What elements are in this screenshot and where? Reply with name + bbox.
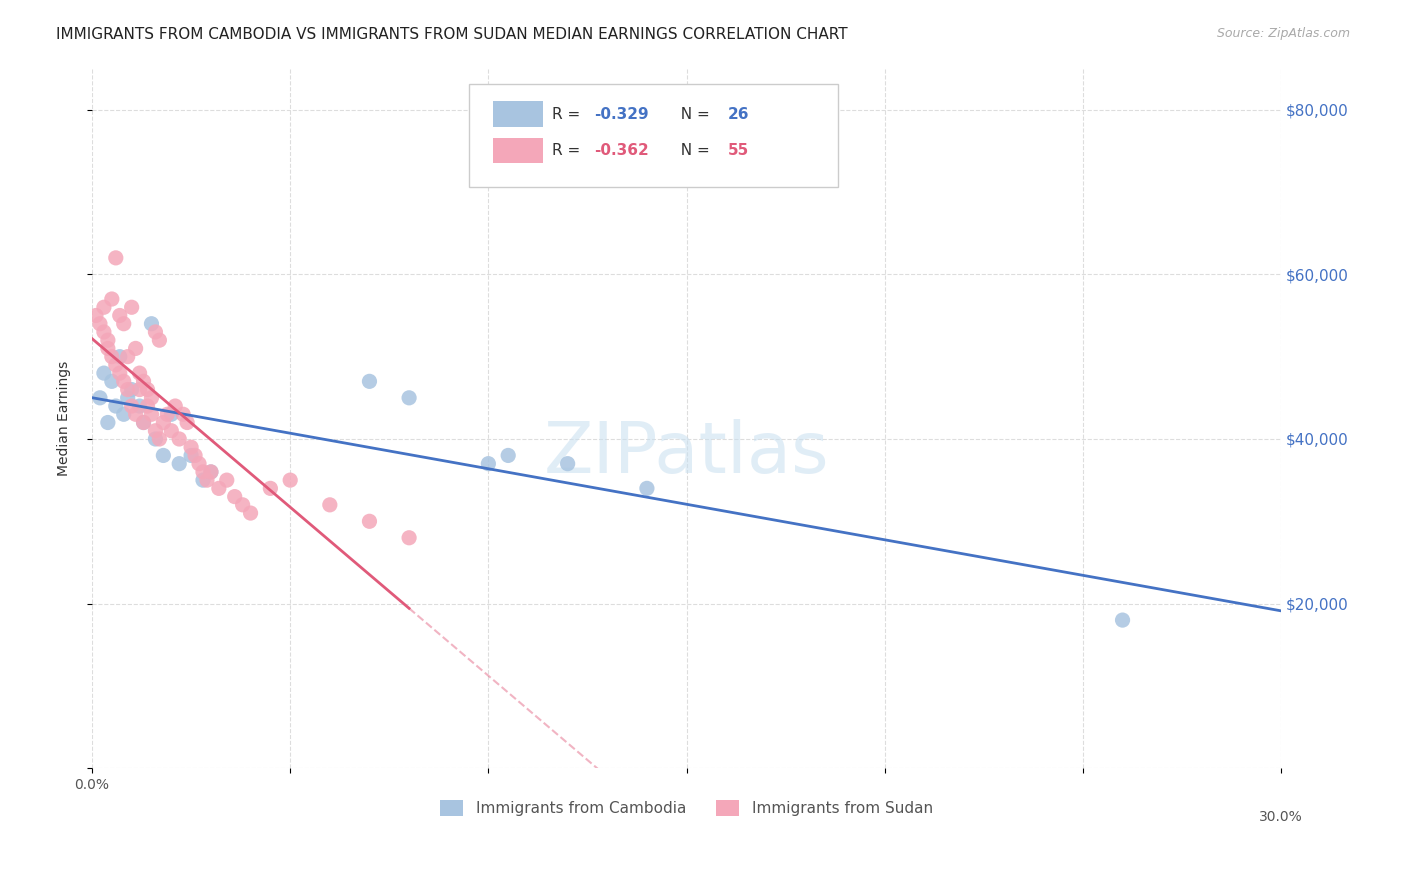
FancyBboxPatch shape [492,102,543,127]
Y-axis label: Median Earnings: Median Earnings [58,360,72,476]
Point [136,399,159,413]
Point [84,309,107,323]
Point [167,457,190,471]
Point [167,432,190,446]
Point [132,375,155,389]
Point [104,251,127,265]
Text: IMMIGRANTS FROM CAMBODIA VS IMMIGRANTS FROM SUDAN MEDIAN EARNINGS CORRELATION CH: IMMIGRANTS FROM CAMBODIA VS IMMIGRANTS F… [56,27,848,42]
Text: N =: N = [671,143,714,158]
Point [359,514,381,528]
Point [148,333,170,347]
Point [101,375,124,389]
Point [104,358,127,372]
Point [160,424,183,438]
Text: -0.362: -0.362 [593,143,648,158]
Legend: Immigrants from Cambodia, Immigrants from Sudan: Immigrants from Cambodia, Immigrants fro… [433,792,941,823]
Point [191,473,214,487]
Point [112,375,135,389]
Point [195,473,218,487]
Point [117,391,139,405]
Point [132,416,155,430]
Point [319,498,342,512]
Text: 55: 55 [728,143,749,158]
Point [398,531,420,545]
Text: N =: N = [671,106,714,121]
Point [152,449,174,463]
Text: R =: R = [553,143,585,158]
Point [176,416,198,430]
Point [124,342,146,356]
Point [239,506,262,520]
Text: Source: ZipAtlas.com: Source: ZipAtlas.com [1216,27,1350,40]
Point [141,317,163,331]
Point [359,375,381,389]
Point [224,490,246,504]
Point [232,498,254,512]
FancyBboxPatch shape [492,137,543,163]
Point [156,407,179,421]
Point [180,449,202,463]
Point [108,366,131,380]
Point [148,432,170,446]
Point [104,399,127,413]
Point [97,416,120,430]
Point [259,481,281,495]
Point [1111,613,1133,627]
Point [200,465,222,479]
Point [117,383,139,397]
Point [184,449,207,463]
Point [145,424,167,438]
FancyBboxPatch shape [470,84,838,187]
Point [636,481,658,495]
Text: ZIPatlas: ZIPatlas [544,419,830,488]
Point [124,407,146,421]
Point [398,391,420,405]
Text: 26: 26 [728,106,749,121]
Point [112,317,135,331]
Point [108,309,131,323]
Point [136,383,159,397]
Point [128,366,150,380]
Point [97,342,120,356]
Point [215,473,238,487]
Point [108,350,131,364]
Point [141,407,163,421]
Point [117,350,139,364]
Point [101,292,124,306]
Point [200,465,222,479]
Point [89,391,111,405]
Point [93,300,115,314]
Point [132,416,155,430]
Point [145,325,167,339]
Point [121,300,143,314]
Point [101,350,124,364]
Point [165,399,187,413]
Point [121,399,143,413]
Point [145,432,167,446]
Point [172,407,194,421]
Point [128,383,150,397]
Point [557,457,579,471]
Point [128,399,150,413]
Point [112,407,135,421]
Point [188,457,211,471]
Point [93,325,115,339]
Point [208,481,231,495]
Point [278,473,301,487]
Point [191,465,214,479]
Point [93,366,115,380]
Text: -0.329: -0.329 [593,106,648,121]
Point [121,383,143,397]
Point [477,457,499,471]
Text: R =: R = [553,106,585,121]
Point [89,317,111,331]
Point [180,440,202,454]
Text: 30.0%: 30.0% [1260,810,1303,824]
Point [141,391,163,405]
Point [152,416,174,430]
Point [160,407,183,421]
Point [496,449,519,463]
Point [97,333,120,347]
